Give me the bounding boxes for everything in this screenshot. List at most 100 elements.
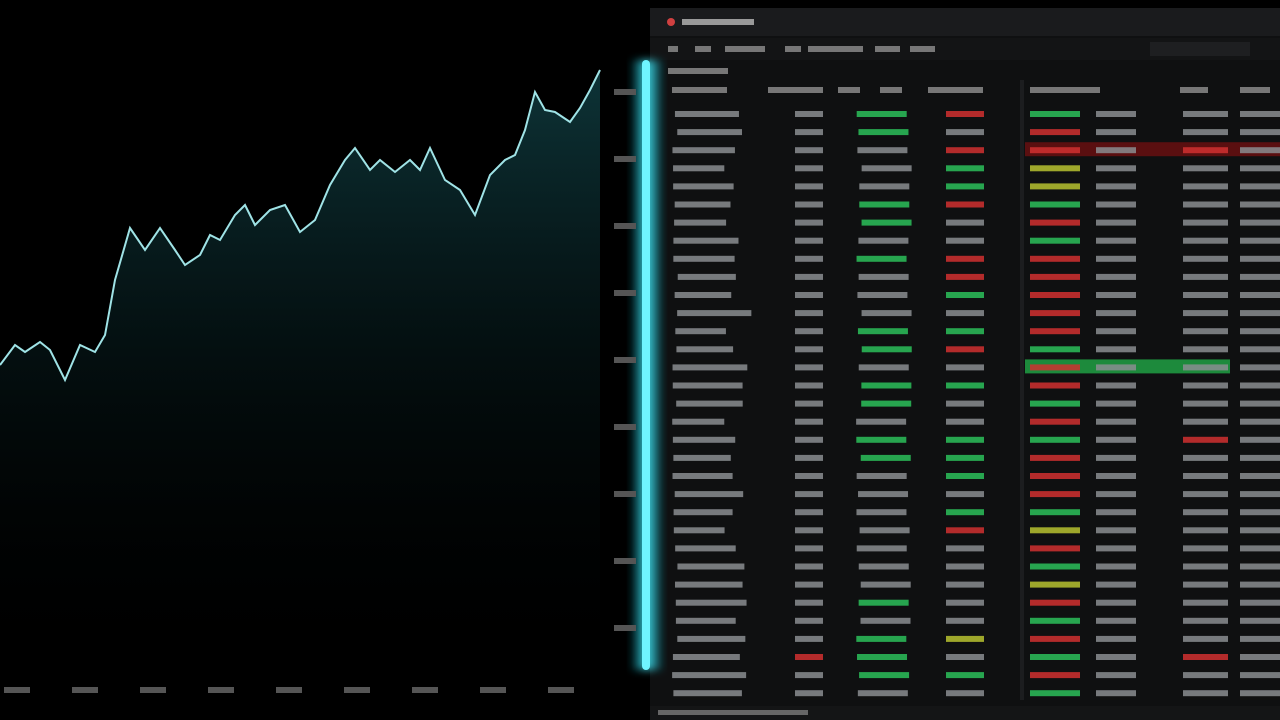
cell-text: [676, 400, 743, 407]
column-header[interactable]: [1180, 87, 1208, 93]
table-row[interactable]: [677, 563, 1280, 570]
cell-text: [795, 292, 823, 298]
cell-text: [1240, 292, 1280, 298]
toolbar: [650, 38, 1280, 60]
cell-text: [946, 255, 984, 262]
toolbar-item[interactable]: [910, 46, 935, 52]
cell-text: [1096, 237, 1136, 244]
cell-text: [946, 237, 984, 244]
table-row[interactable]: [673, 165, 1280, 172]
cell-text: [1183, 690, 1228, 697]
cell-text: [673, 237, 739, 244]
table-row[interactable]: [672, 672, 1280, 679]
y-axis-label: [614, 290, 636, 296]
table-row[interactable]: [673, 255, 1280, 262]
cell-text: [1183, 635, 1228, 642]
table-row[interactable]: [673, 237, 1280, 244]
cell-text: [946, 273, 984, 280]
table-row[interactable]: [672, 418, 1280, 425]
cell-text: [1096, 183, 1136, 190]
cell-text: [857, 328, 908, 335]
cell-text: [1030, 491, 1080, 498]
cell-text: [677, 129, 743, 136]
table-row[interactable]: [673, 527, 1280, 534]
cell-text: [1183, 672, 1228, 679]
table-row[interactable]: [673, 183, 1280, 190]
cell-text: [672, 672, 747, 679]
column-header[interactable]: [768, 87, 823, 93]
table-row[interactable]: [672, 382, 1280, 389]
cell-text: [1240, 654, 1280, 660]
cell-text: [861, 346, 912, 353]
table-row[interactable]: [677, 273, 1280, 280]
cell-text: [1183, 328, 1228, 335]
cell-text: [1096, 545, 1136, 552]
table-row[interactable]: [677, 310, 1280, 317]
table-row[interactable]: [672, 654, 1280, 660]
cell-text: [1240, 400, 1280, 407]
cell-text: [1183, 454, 1228, 461]
table-row[interactable]: [674, 491, 1280, 498]
toolbar-item[interactable]: [875, 46, 900, 52]
table-row[interactable]: [677, 635, 1280, 642]
cell-text: [1096, 491, 1136, 498]
table-row[interactable]: [674, 581, 1280, 588]
column-header[interactable]: [928, 87, 983, 93]
table-row[interactable]: [673, 454, 1280, 461]
table-row[interactable]: [672, 436, 1280, 443]
cell-text: [1096, 454, 1136, 461]
table-row[interactable]: [676, 346, 1280, 353]
cell-text: [795, 491, 823, 498]
table-row[interactable]: [675, 617, 1280, 624]
cell-text: [672, 147, 735, 154]
table-row[interactable]: [674, 111, 1280, 117]
table-row[interactable]: [672, 473, 1280, 479]
cell-text: [946, 147, 984, 154]
cell-text: [1240, 690, 1280, 697]
cell-text: [673, 454, 731, 461]
column-header[interactable]: [1240, 87, 1270, 93]
table-row[interactable]: [676, 400, 1280, 407]
table-row[interactable]: [675, 599, 1280, 606]
toolbar-item[interactable]: [668, 46, 678, 52]
toolbar-item[interactable]: [808, 46, 863, 52]
table-row[interactable]: [672, 142, 1280, 157]
cell-text: [1096, 635, 1136, 642]
column-header[interactable]: [672, 87, 727, 93]
toolbar-item[interactable]: [668, 68, 728, 74]
table-row[interactable]: [675, 328, 1280, 335]
scroll-glow-bar[interactable]: [642, 60, 650, 670]
cell-text: [795, 364, 823, 371]
cell-text: [1030, 255, 1080, 262]
table-row[interactable]: [674, 219, 1280, 226]
toolbar-item[interactable]: [725, 46, 765, 52]
cell-text: [946, 364, 984, 371]
cell-text: [946, 201, 984, 208]
table-row[interactable]: [674, 292, 1280, 298]
table-row[interactable]: [675, 545, 1280, 552]
column-header[interactable]: [838, 87, 860, 93]
column-header[interactable]: [880, 87, 902, 93]
cell-text: [856, 111, 907, 117]
search-box[interactable]: [1150, 42, 1250, 56]
cell-text: [677, 310, 752, 317]
table-row[interactable]: [672, 359, 1280, 374]
table-row[interactable]: [677, 129, 1280, 136]
table-row[interactable]: [673, 509, 1280, 516]
cell-text: [861, 382, 912, 389]
cell-text: [946, 346, 984, 353]
toolbar-item[interactable]: [695, 46, 711, 52]
table-row[interactable]: [674, 201, 1280, 208]
table-row[interactable]: [673, 690, 1280, 697]
cell-text: [795, 382, 823, 389]
title-text: [682, 19, 754, 25]
cell-text: [795, 147, 823, 154]
cell-text: [860, 454, 911, 461]
column-header[interactable]: [1030, 87, 1100, 93]
cell-text: [861, 310, 912, 317]
toolbar-item[interactable]: [785, 46, 801, 52]
cell-text: [795, 328, 823, 335]
cell-text: [1030, 563, 1080, 570]
cell-text: [795, 400, 823, 407]
cell-text: [795, 509, 823, 516]
